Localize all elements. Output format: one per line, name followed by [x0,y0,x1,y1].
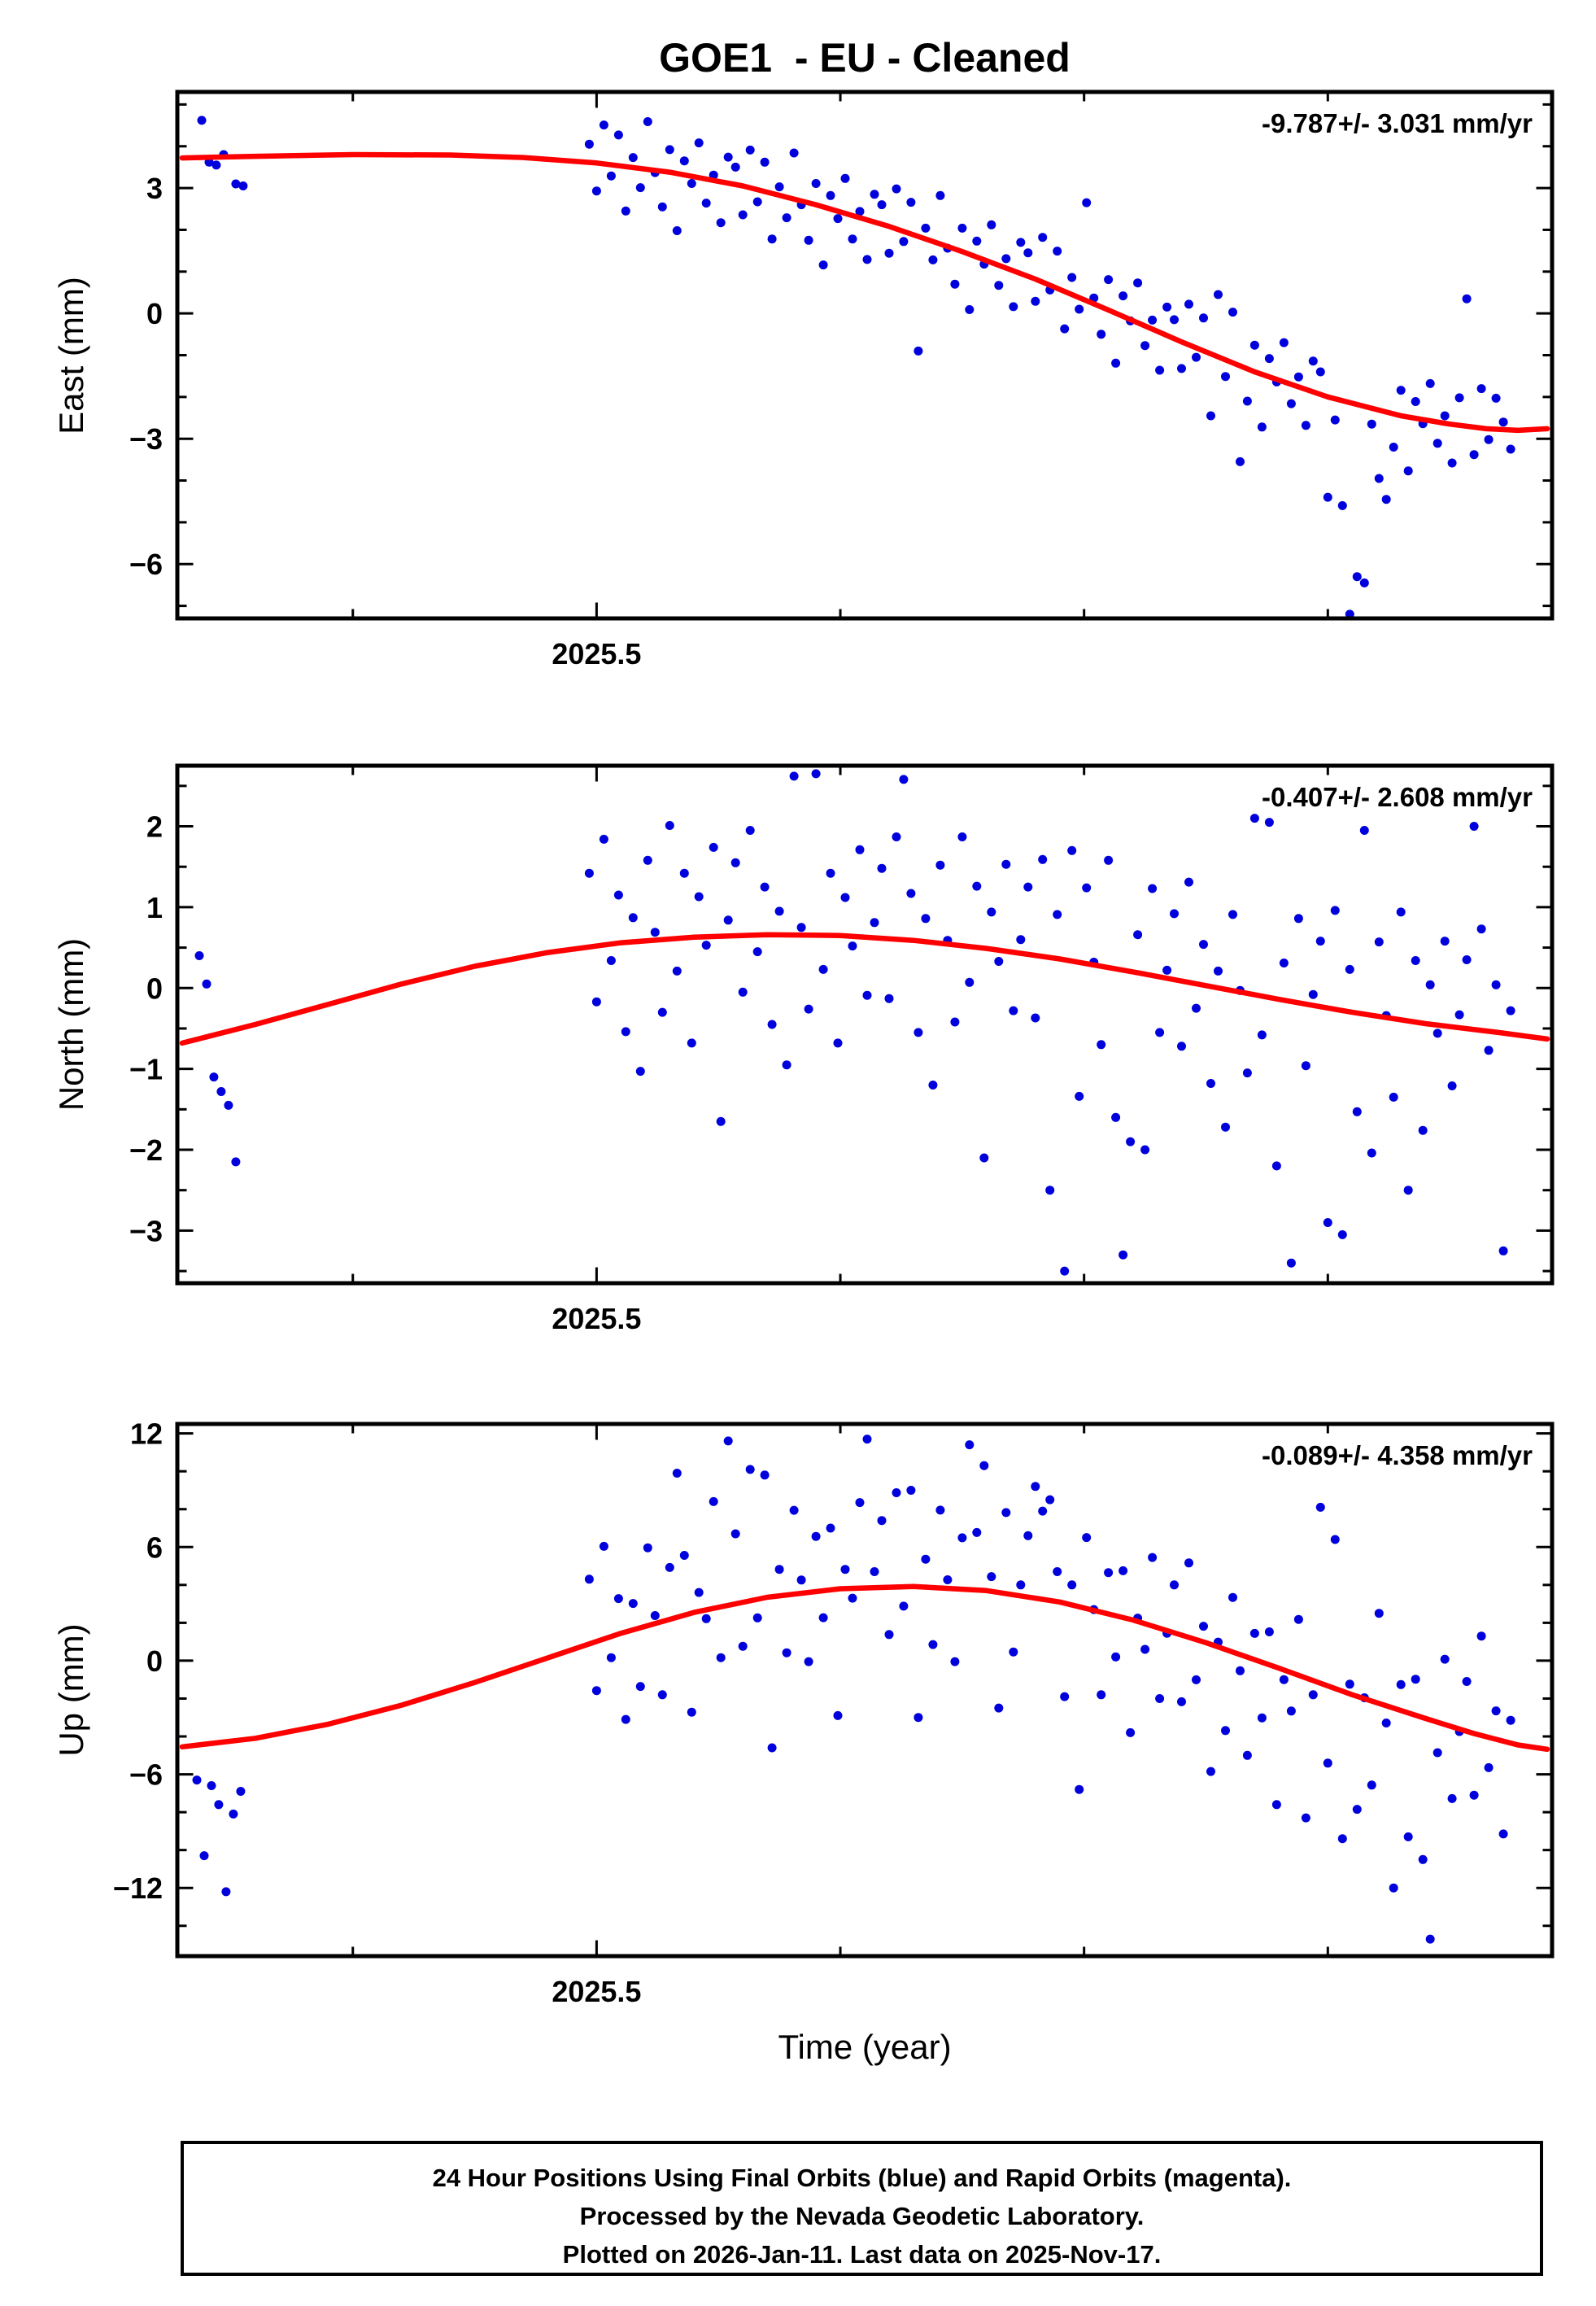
north-trend-line [179,932,1550,1046]
up-axis-label: Up (mm) [52,1623,90,1756]
up-trend-line [179,1583,1550,1753]
east-ytick-label: 0 [146,297,163,330]
north-frame [175,763,1555,1286]
north-ytick-label: 1 [146,891,163,924]
north-scatter-points [194,769,1515,1276]
up-ytick-label: −6 [129,1758,163,1792]
up-ytick-label: −12 [113,1871,163,1905]
up-ticks [179,1426,1550,1954]
east-panel: 3 0 −3 −6 2025.5 -9.787+/- 3.031 mm/yr East (m… [52,90,1555,670]
north-rate-annotation: -0.407+/- 2.608 mm/yr [1262,782,1533,812]
footer-box: 24 Hour Positions Using Final Orbits (bl… [181,2141,1543,2276]
up-ytick-label: 6 [146,1531,163,1564]
east-frame [175,90,1555,621]
north-ytick-label: 2 [146,810,163,844]
east-ytick-label: 3 [146,172,163,205]
footer-line-plotted: Plotted on 2026-Jan-11. Last data on 202… [562,2240,1162,2269]
up-rate-annotation: -0.089+/- 4.358 mm/yr [1262,1440,1533,1470]
north-ytick-label: 0 [146,972,163,1005]
north-ticks [179,767,1550,1282]
up-ytick-label: 12 [130,1417,163,1451]
north-ytick-label: −2 [129,1133,163,1167]
up-scatter-points [192,1435,1515,1944]
footer-line-orbits: 24 Hour Positions Using Final Orbits (bl… [432,2164,1292,2192]
east-rate-annotation: -9.787+/- 3.031 mm/yr [1262,108,1533,138]
east-ytick-label: −3 [129,422,163,456]
up-ytick-label: 0 [146,1644,163,1678]
east-xtick-label: 2025.5 [552,637,641,670]
up-xtick-label: 2025.5 [552,1975,641,2008]
east-trend-line [179,151,1550,434]
east-ticks [179,94,1550,617]
north-xtick-label: 2025.5 [552,1302,641,1335]
footer-line-processed: Processed by the Nevada Geodetic Laborat… [579,2202,1145,2230]
up-panel: 12 6 0 −6 −12 2025.5 -0.089+/- 4.358 mm/yr Up (… [52,1417,1555,2008]
east-axis-label: East (mm) [52,277,90,435]
north-axis-label: North (mm) [52,938,90,1111]
north-ytick-label: −3 [129,1214,163,1247]
plot-title: GOE1 - EU - Cleaned [659,35,1071,81]
east-scatter-points [197,116,1515,619]
east-ytick-label: −6 [129,548,163,581]
north-ytick-label: −1 [129,1053,163,1086]
north-panel: 2 1 0 −1 −2 −3 2025.5 -0.407+/- 2.608 mm/yr Nort… [52,763,1555,1335]
up-frame [175,1422,1555,1959]
time-axis-label: Time (year) [778,2028,952,2066]
